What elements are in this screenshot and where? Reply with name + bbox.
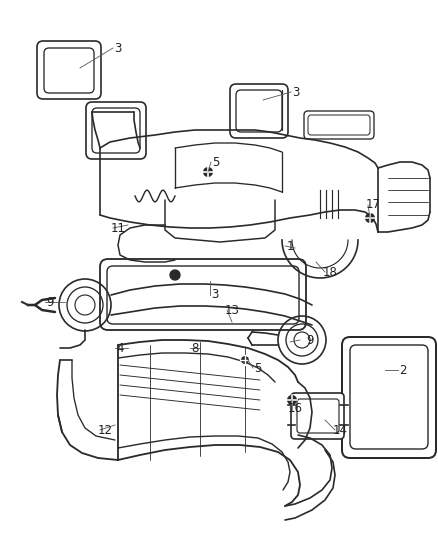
Text: 1: 1: [286, 239, 294, 253]
Text: 9: 9: [46, 295, 54, 309]
Text: 4: 4: [116, 342, 124, 354]
Text: 18: 18: [322, 265, 337, 279]
FancyBboxPatch shape: [350, 345, 428, 449]
Circle shape: [287, 395, 297, 405]
FancyBboxPatch shape: [44, 48, 94, 93]
FancyBboxPatch shape: [308, 115, 370, 135]
FancyBboxPatch shape: [236, 90, 282, 132]
FancyBboxPatch shape: [100, 259, 306, 330]
Text: 3: 3: [292, 85, 300, 99]
Text: 11: 11: [110, 222, 126, 235]
Text: 17: 17: [365, 198, 381, 212]
FancyBboxPatch shape: [230, 84, 288, 138]
Text: 3: 3: [211, 288, 219, 302]
Circle shape: [170, 270, 180, 280]
Circle shape: [241, 356, 249, 364]
FancyBboxPatch shape: [304, 111, 374, 139]
FancyBboxPatch shape: [291, 393, 344, 439]
Text: 12: 12: [98, 424, 113, 437]
FancyBboxPatch shape: [297, 399, 339, 433]
FancyBboxPatch shape: [86, 102, 146, 159]
FancyBboxPatch shape: [37, 41, 101, 99]
Circle shape: [203, 167, 213, 177]
Text: 9: 9: [306, 334, 314, 346]
Text: 8: 8: [191, 342, 199, 354]
Text: 2: 2: [399, 364, 407, 376]
Circle shape: [365, 213, 375, 223]
Text: 16: 16: [287, 401, 303, 415]
Text: 14: 14: [332, 424, 347, 437]
Text: 3: 3: [114, 42, 122, 54]
Text: 5: 5: [212, 156, 220, 168]
FancyBboxPatch shape: [342, 337, 436, 458]
Text: 13: 13: [225, 303, 240, 317]
Text: 5: 5: [254, 361, 261, 375]
FancyBboxPatch shape: [107, 266, 299, 324]
FancyBboxPatch shape: [92, 108, 140, 153]
